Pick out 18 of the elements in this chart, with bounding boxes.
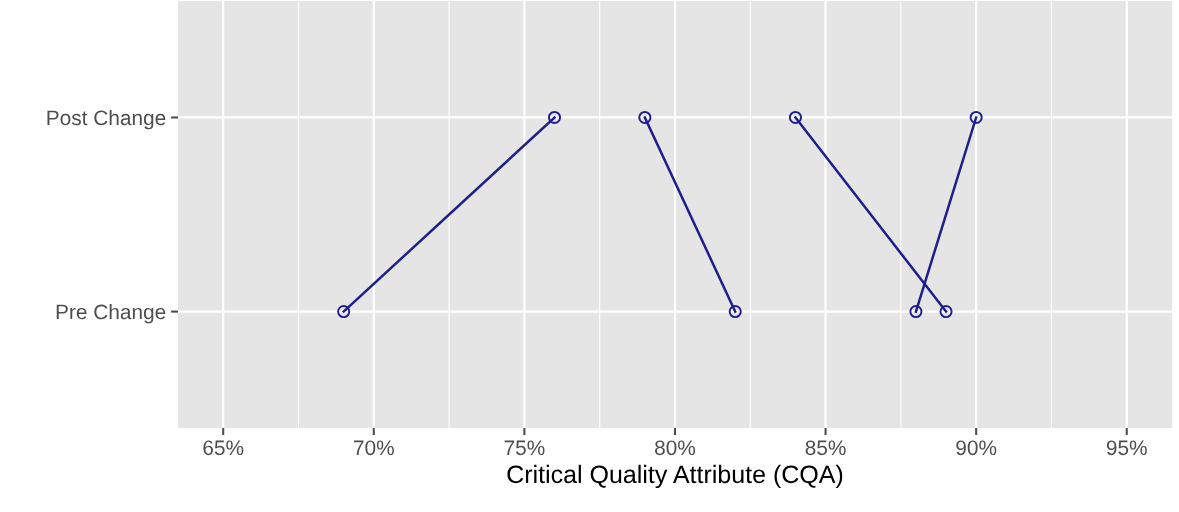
point [939,305,953,319]
point [337,305,351,319]
point [638,110,652,125]
y-tick-label: Pre Change [56,304,166,324]
x-tick-label: 70% [354,440,394,456]
point [969,110,983,125]
x-tick-label: 95% [1106,440,1147,456]
x-tick-label: 65% [203,440,244,456]
x-tick-label: 80% [655,440,696,456]
point [547,110,562,125]
x-tick-label: 85% [805,440,846,456]
x-tick-label: 90% [956,440,997,456]
x-tick-label: 75% [504,440,545,456]
point [909,305,923,319]
x-axis-title: Critical Quality Attribute (CQA) [507,464,843,489]
point [728,305,742,319]
y-tick-label: Post Change [47,109,166,130]
point [788,110,802,125]
